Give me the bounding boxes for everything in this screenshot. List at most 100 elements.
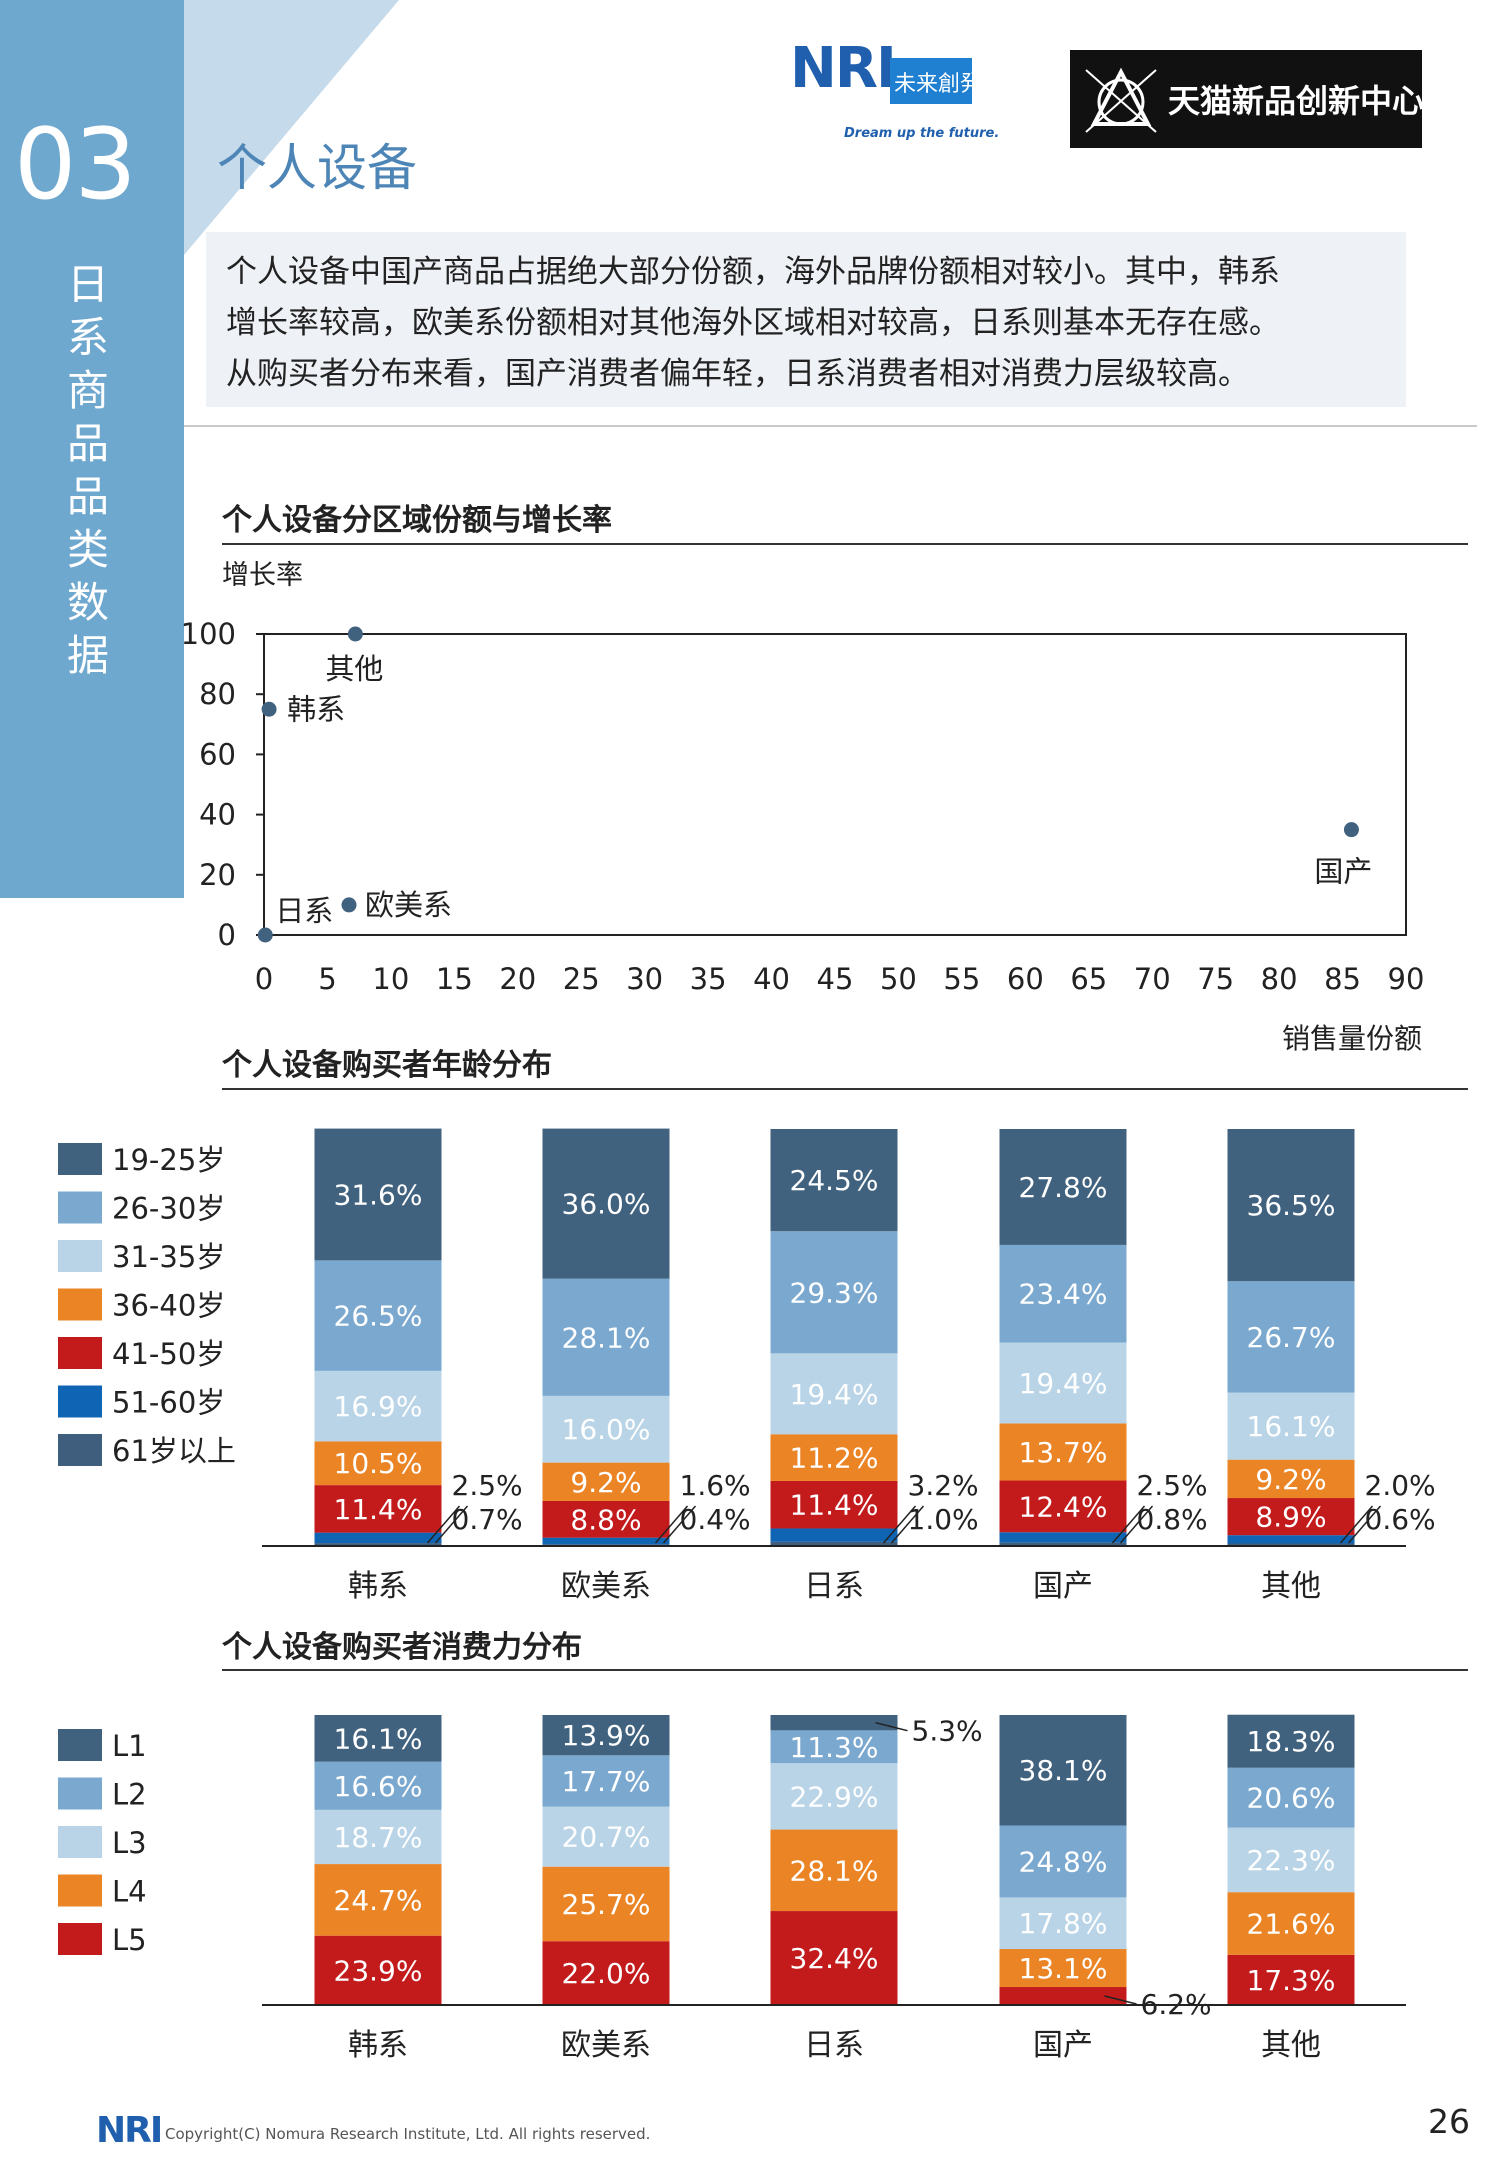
x-tick-label: 80: [1261, 962, 1298, 996]
bar-segment: [1227, 1281, 1355, 1393]
scatter-point: [347, 626, 363, 642]
data-label: 11.4%: [790, 1489, 879, 1522]
spending-power-chart: 23.9% 24.7% 18.7% 16.6% 16.1% 韩系 22.0% 25.7% 20.…: [58, 1715, 1406, 2063]
scatter-chart-title: 个人设备分区域份额与增长率: [222, 503, 612, 538]
bar-segment: [770, 1829, 898, 1912]
legend-swatch: [58, 1729, 102, 1761]
scatter-point-label: 欧美系: [365, 888, 452, 922]
outside-data-label: 5.3%: [912, 1715, 983, 1748]
bar-segment: [314, 1715, 442, 1762]
data-label: 29.3%: [790, 1276, 879, 1309]
legend-label: L2: [112, 1778, 147, 1812]
data-label: 13.1%: [1019, 1952, 1108, 1985]
data-label: 11.2%: [790, 1442, 879, 1475]
outside-data-label: 0.7%: [452, 1503, 523, 1536]
x-tick-label: 85: [1324, 962, 1361, 996]
tmall-innovation-logo: 天猫新品创新中心: [1070, 50, 1425, 148]
bar-segment: [999, 1987, 1127, 2005]
leader-line: [1104, 1995, 1137, 2005]
x-tick-label: 55: [943, 962, 980, 996]
bar-segment: [1227, 1535, 1355, 1544]
data-label: 8.9%: [1255, 1501, 1326, 1534]
data-label: 9.2%: [570, 1466, 641, 1499]
bar-segment: [314, 1935, 442, 2005]
scatter-point: [341, 897, 357, 913]
bar-segment: [999, 1715, 1127, 1826]
x-tick-label: 30: [626, 962, 663, 996]
y-tick-label: 20: [199, 858, 236, 892]
y-tick-label: 80: [199, 677, 236, 711]
y-tick-label: 100: [181, 617, 236, 651]
data-label: 11.3%: [790, 1731, 879, 1764]
data-label: 38.1%: [1019, 1754, 1108, 1787]
bar-segment: [314, 1441, 442, 1486]
nri-tagline: Dream up the future.: [844, 126, 1000, 141]
outside-data-label: 0.6%: [1365, 1503, 1436, 1536]
bar-segment: [999, 1480, 1127, 1533]
y-tick-label: 0: [218, 918, 236, 952]
data-label: 10.5%: [334, 1447, 423, 1480]
legend-swatch: [58, 1191, 102, 1224]
data-label: 22.3%: [1247, 1844, 1336, 1877]
copyright-text: Copyright(C) Nomura Research Institute, …: [165, 2125, 651, 2143]
x-tick-label: 25: [563, 962, 600, 996]
data-label: 12.4%: [1019, 1490, 1108, 1523]
legend-swatch: [58, 1874, 102, 1907]
data-label: 27.8%: [1019, 1171, 1108, 1204]
category-label: 国产: [1033, 1569, 1093, 1604]
scatter-point: [261, 701, 277, 717]
tmall-logo-text: 天猫新品创新中心: [1168, 82, 1425, 120]
bar-segment: [1227, 1767, 1355, 1828]
bar-segment: [1227, 1498, 1355, 1536]
leader-line: [882, 1505, 917, 1544]
data-label: 19.4%: [1019, 1367, 1108, 1400]
bar-segment: [999, 1129, 1127, 1245]
y-tick-label: 60: [199, 737, 236, 771]
outside-data-label: 0.4%: [680, 1503, 751, 1536]
legend-label: 61岁以上: [112, 1434, 236, 1468]
bar-segment: [314, 1485, 442, 1533]
outside-data-label: 0.8%: [1137, 1503, 1208, 1536]
y-axis-label: 增长率: [222, 560, 303, 591]
bar-segment: [314, 1370, 442, 1442]
data-label: 22.0%: [562, 1957, 651, 1990]
data-label: 24.7%: [334, 1884, 423, 1917]
bar-segment: [542, 1462, 670, 1501]
outside-data-label: 1.6%: [680, 1469, 751, 1502]
bar-segment: [770, 1763, 898, 1830]
data-label: 20.7%: [562, 1821, 651, 1854]
x-axis-label: 销售量份额: [1282, 1022, 1422, 1055]
bar-segment: [542, 1128, 670, 1279]
bar-segment: [999, 1342, 1127, 1424]
bar-segment: [314, 1260, 442, 1371]
bar-segment: [770, 1730, 898, 1764]
bar-segment: [770, 1528, 898, 1542]
legend-swatch: [58, 1777, 102, 1810]
spending-chart-title: 个人设备购买者消费力分布: [222, 1630, 582, 1665]
data-label: 23.4%: [1019, 1278, 1108, 1311]
section-rule: [222, 1088, 1468, 1090]
data-label: 36.5%: [1247, 1189, 1336, 1222]
bar-segment: [770, 1434, 898, 1481]
legend-label: L1: [112, 1729, 147, 1763]
data-label: 25.7%: [562, 1888, 651, 1921]
legend-label: L4: [112, 1875, 147, 1909]
data-label: 28.1%: [562, 1321, 651, 1354]
plot-frame: [263, 633, 1407, 936]
category-label: 其他: [1261, 2028, 1321, 2063]
outside-data-label: 2.5%: [1137, 1469, 1208, 1502]
nri-logo: NRI 未来創発 Dream up the future.: [790, 36, 1000, 146]
bar-segment: [999, 1244, 1127, 1343]
x-tick-label: 45: [817, 962, 854, 996]
bar-segment: [314, 1128, 442, 1261]
section-rule: [222, 1669, 1468, 1671]
bar-segment: [542, 1941, 670, 2005]
x-tick-label: 75: [1197, 962, 1234, 996]
x-tick-label: 20: [499, 962, 536, 996]
bar-segment: [542, 1806, 670, 1867]
leader-line: [434, 1505, 469, 1544]
page-title: 个人设备: [217, 139, 417, 197]
data-label: 16.0%: [562, 1413, 651, 1446]
data-label: 24.5%: [790, 1164, 879, 1197]
bar-segment: [542, 1866, 670, 1942]
